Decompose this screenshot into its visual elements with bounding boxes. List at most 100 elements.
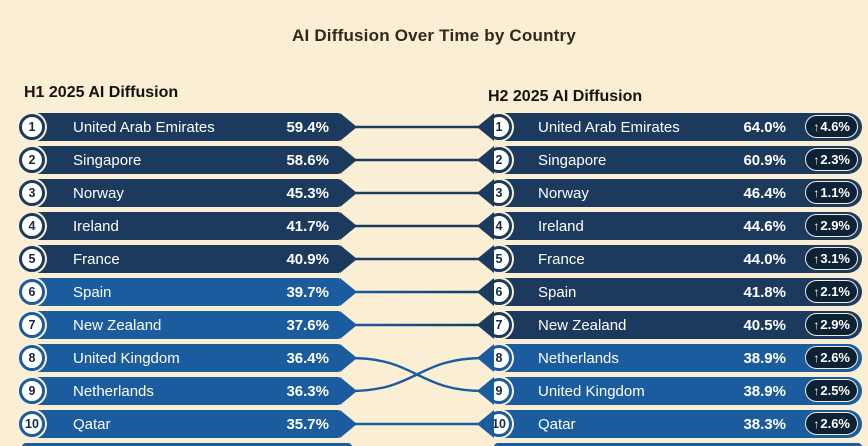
value-label: 38.9%	[743, 349, 786, 367]
connector-tail	[477, 410, 494, 438]
country-label: Norway	[73, 184, 124, 202]
country-label: Qatar	[73, 415, 111, 433]
value-label: 38.3%	[743, 415, 786, 433]
change-value: 2.1%	[820, 284, 850, 299]
connector-tail	[477, 212, 494, 240]
up-arrow-icon: ↑	[813, 317, 820, 332]
country-label: United Kingdom	[538, 382, 645, 400]
connector-tail	[477, 344, 494, 372]
country-label: Singapore	[538, 151, 607, 169]
connector-tail	[340, 113, 357, 141]
rank-badge: 7	[19, 312, 45, 338]
up-arrow-icon: ↑	[813, 251, 820, 266]
cropped-next-row	[494, 443, 862, 446]
value-label: 41.7%	[286, 217, 329, 235]
connector-tail	[477, 311, 494, 339]
column-header-h1-2025: H1 2025 AI Diffusion	[24, 84, 179, 101]
rank-badge: 3	[19, 180, 45, 206]
country-label: Spain	[538, 283, 577, 301]
h1-ranking-row: 2 Singapore 58.6%	[0, 146, 868, 174]
ranking-pill: 10 Qatar 35.7%	[19, 410, 340, 438]
ranking-pill: 7 New Zealand 37.6%	[19, 311, 340, 339]
rank-badge: 8	[19, 345, 45, 371]
change-badge: ↑ 2.5%	[805, 379, 858, 402]
country-label: Netherlands	[73, 382, 154, 400]
value-label: 40.9%	[286, 250, 329, 268]
rank-badge: 6	[19, 279, 45, 305]
change-badge: ↑ 1.1%	[805, 181, 858, 204]
h1-ranking-row: 6 Spain 39.7%	[0, 278, 868, 306]
h2-ranking-row: 6 Spain 41.8% ↑ 2.1%	[0, 278, 868, 306]
change-value: 2.6%	[820, 416, 850, 431]
ranking-pill: 5 France 44.0% ↑ 3.1%	[486, 245, 862, 273]
value-label: 38.9%	[743, 382, 786, 400]
change-badge: ↑ 2.1%	[805, 280, 858, 303]
country-label: New Zealand	[538, 316, 627, 334]
change-badge: ↑ 4.6%	[805, 115, 858, 138]
ranking-pill: 1 United Arab Emirates 59.4%	[19, 113, 340, 141]
value-label: 59.4%	[286, 118, 329, 136]
up-arrow-icon: ↑	[813, 218, 820, 233]
connector-tail	[477, 278, 494, 306]
connector-tail	[477, 377, 494, 405]
h1-ranking-row: 7 New Zealand 37.6%	[0, 311, 868, 339]
country-label: Qatar	[538, 415, 576, 433]
h2-ranking-row: 2 Singapore 60.9% ↑ 2.3%	[0, 146, 868, 174]
h1-ranking-row: 9 Netherlands 36.3%	[0, 377, 868, 405]
change-value: 2.6%	[820, 350, 850, 365]
change-value: 3.1%	[820, 251, 850, 266]
rank-badge: 5	[19, 246, 45, 272]
country-label: Singapore	[73, 151, 142, 169]
h1-ranking-row: 5 France 40.9%	[0, 245, 868, 273]
country-label: United Kingdom	[73, 349, 180, 367]
up-arrow-icon: ↑	[813, 284, 820, 299]
value-label: 36.4%	[286, 349, 329, 367]
ranking-pill: 2 Singapore 58.6%	[19, 146, 340, 174]
value-label: 37.6%	[286, 316, 329, 334]
country-label: Ireland	[73, 217, 119, 235]
change-badge: ↑ 2.9%	[805, 214, 858, 237]
change-badge: ↑ 2.6%	[805, 412, 858, 435]
value-label: 58.6%	[286, 151, 329, 169]
h1-ranking-row: 10 Qatar 35.7%	[0, 410, 868, 438]
connector-tail	[340, 146, 357, 174]
country-label: France	[73, 250, 120, 268]
change-badge: ↑ 2.3%	[805, 148, 858, 171]
value-label: 46.4%	[743, 184, 786, 202]
country-label: Netherlands	[538, 349, 619, 367]
country-label: United Arab Emirates	[73, 118, 215, 136]
value-label: 35.7%	[286, 415, 329, 433]
connector-tail	[340, 179, 357, 207]
value-label: 40.5%	[743, 316, 786, 334]
ranking-pill: 4 Ireland 41.7%	[19, 212, 340, 240]
connector-tail	[340, 311, 357, 339]
ranking-pill: 8 Netherlands 38.9% ↑ 2.6%	[486, 344, 862, 372]
h1-ranking-row: 4 Ireland 41.7%	[0, 212, 868, 240]
value-label: 64.0%	[743, 118, 786, 136]
up-arrow-icon: ↑	[813, 185, 820, 200]
h1-ranking-row: 1 United Arab Emirates 59.4%	[0, 113, 868, 141]
country-label: France	[538, 250, 585, 268]
connector-tail	[340, 245, 357, 273]
h2-ranking-row: 8 Netherlands 38.9% ↑ 2.6%	[0, 344, 868, 372]
h1-ranking-row: 8 United Kingdom 36.4%	[0, 344, 868, 372]
ranking-pill: 6 Spain 41.8% ↑ 2.1%	[486, 278, 862, 306]
change-badge: ↑ 2.6%	[805, 346, 858, 369]
h2-ranking-row: 1 United Arab Emirates 64.0% ↑ 4.6%	[0, 113, 868, 141]
ranking-pill: 7 New Zealand 40.5% ↑ 2.9%	[486, 311, 862, 339]
rank-badge: 4	[19, 213, 45, 239]
change-value: 2.3%	[820, 152, 850, 167]
change-value: 2.9%	[820, 317, 850, 332]
rank-badge: 2	[19, 147, 45, 173]
change-value: 4.6%	[820, 119, 850, 134]
change-value: 2.9%	[820, 218, 850, 233]
connector-tail	[340, 410, 357, 438]
up-arrow-icon: ↑	[813, 119, 820, 134]
connector-tail	[477, 245, 494, 273]
ranking-pill: 9 Netherlands 36.3%	[19, 377, 340, 405]
connector-tail	[477, 179, 494, 207]
country-label: Norway	[538, 184, 589, 202]
rank-badge: 9	[19, 378, 45, 404]
ranking-pill: 2 Singapore 60.9% ↑ 2.3%	[486, 146, 862, 174]
